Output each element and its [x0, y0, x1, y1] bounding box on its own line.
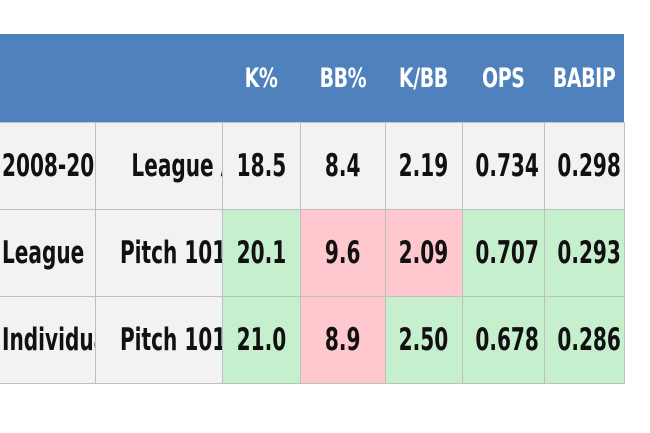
value-cell: 0.734 — [461, 122, 545, 210]
header-cell-bb-pct: BB% — [300, 34, 385, 123]
value-cell: 0.286 — [543, 296, 625, 384]
value-cell: 0.293 — [543, 209, 625, 297]
value-cell: 8.9 — [299, 296, 386, 384]
value-cell: 18.5 — [221, 122, 301, 210]
header-cell-group — [0, 34, 95, 123]
header-cell-babip: BABIP — [544, 34, 624, 123]
value-cell: 0.298 — [543, 122, 625, 210]
table-row: League Pitch 101+ 20.1 9.6 2.09 0.707 0.… — [0, 209, 625, 297]
row-label-cell: Pitch 101+ — [94, 296, 223, 384]
value-cell: 2.09 — [384, 209, 463, 297]
value-cell: 2.19 — [384, 122, 463, 210]
table-row: 2008-2012 League Average 18.5 8.4 2.19 0… — [0, 122, 625, 210]
header-cell-k-pct: K% — [222, 34, 300, 123]
row-group-cell: League — [0, 209, 96, 297]
value-cell: 9.6 — [299, 209, 386, 297]
table-row: Individuals Pitch 101+ 21.0 8.9 2.50 0.6… — [0, 296, 625, 384]
value-cell: 2.50 — [384, 296, 463, 384]
header-cell-label — [95, 34, 222, 123]
header-row: K% BB% K/BB OPS BABIP — [0, 34, 624, 123]
header-cell-k-bb: K/BB — [385, 34, 462, 123]
header-cell-ops: OPS — [462, 34, 544, 123]
row-label-cell: League Average — [94, 122, 223, 210]
value-cell: 21.0 — [221, 296, 301, 384]
value-cell: 0.678 — [461, 296, 545, 384]
row-group-cell: Individuals — [0, 296, 96, 384]
value-cell: 0.707 — [461, 209, 545, 297]
stats-table: K% BB% K/BB OPS BABIP 2008-2012 League A… — [0, 34, 625, 384]
row-label-cell: Pitch 101+ — [94, 209, 223, 297]
value-cell: 20.1 — [221, 209, 301, 297]
value-cell: 8.4 — [299, 122, 386, 210]
row-group-cell: 2008-2012 — [0, 122, 96, 210]
